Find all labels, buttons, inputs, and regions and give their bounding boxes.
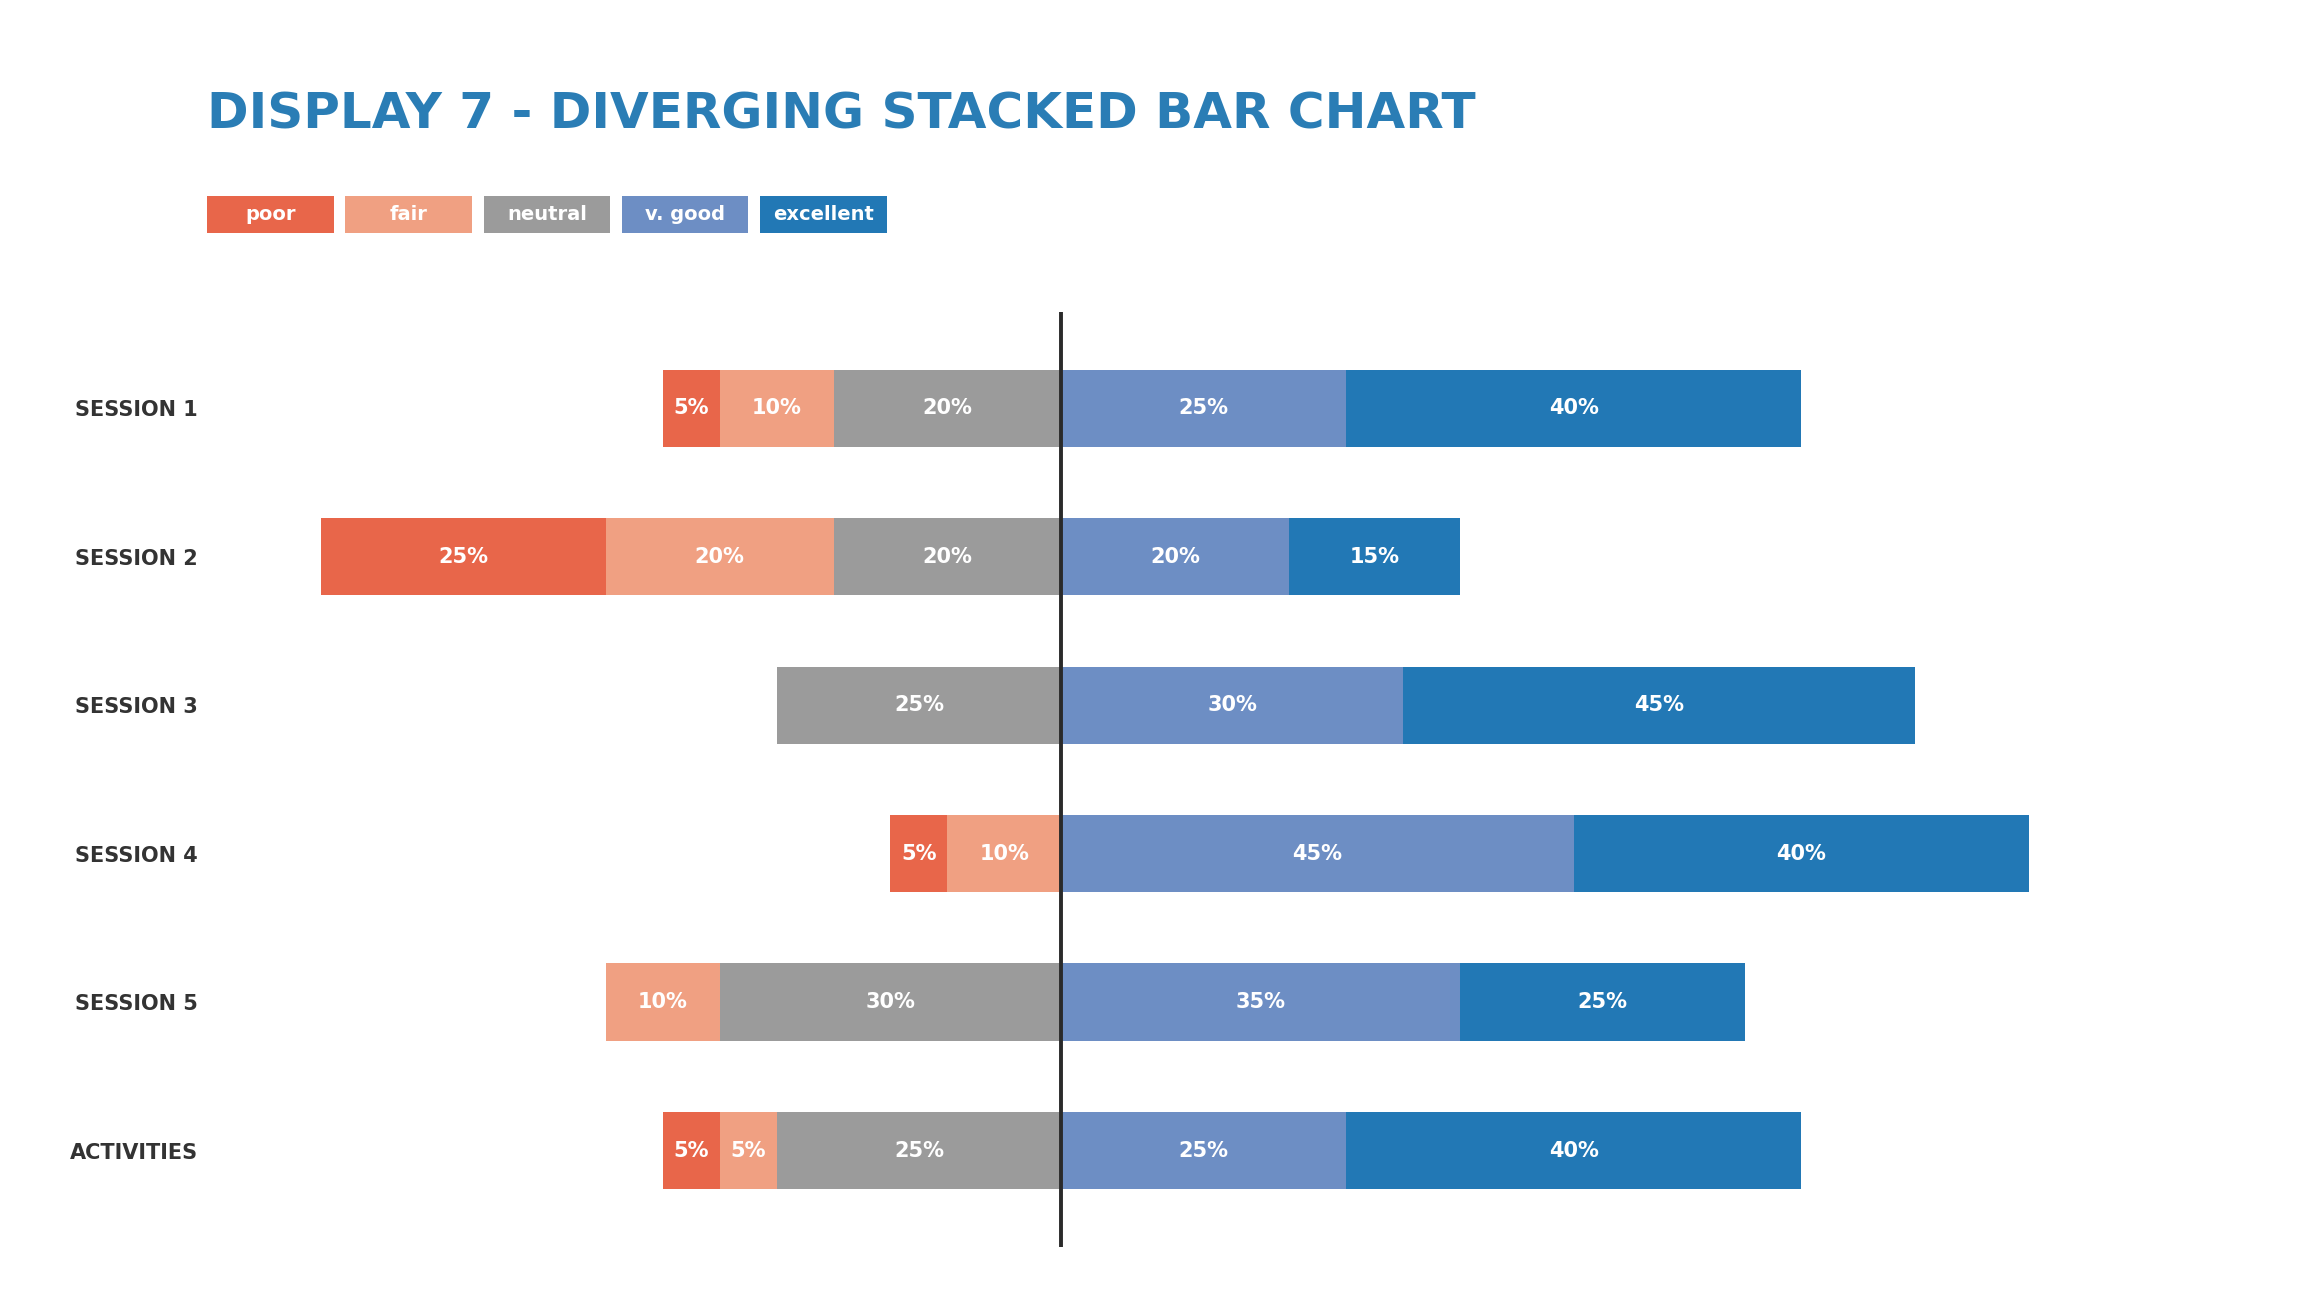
Bar	[1062, 814, 1573, 892]
Text: neutral: neutral	[507, 205, 587, 223]
Text: 10%: 10%	[638, 992, 689, 1012]
Text: 5%: 5%	[900, 843, 937, 864]
Bar	[663, 1112, 719, 1189]
Bar	[947, 814, 1062, 892]
Bar	[1460, 964, 1746, 1040]
Bar	[776, 1112, 1062, 1189]
Text: DISPLAY 7 - DIVERGING STACKED BAR CHART: DISPLAY 7 - DIVERGING STACKED BAR CHART	[207, 91, 1476, 139]
Text: 5%: 5%	[672, 399, 709, 418]
Bar	[719, 964, 1062, 1040]
Bar	[834, 370, 1062, 447]
Bar	[1403, 666, 1916, 744]
Text: excellent: excellent	[774, 205, 873, 223]
Text: 20%: 20%	[1149, 547, 1200, 566]
Text: 25%: 25%	[1578, 992, 1628, 1012]
Text: 35%: 35%	[1237, 992, 1285, 1012]
Text: 40%: 40%	[1550, 1141, 1598, 1160]
Bar	[719, 1112, 776, 1189]
Bar	[1062, 518, 1290, 595]
Text: 5%: 5%	[672, 1141, 709, 1160]
Bar	[1062, 1112, 1345, 1189]
Text: 30%: 30%	[1207, 695, 1257, 716]
Bar	[1345, 370, 1801, 447]
Bar	[1573, 814, 2029, 892]
Text: 20%: 20%	[696, 547, 744, 566]
Bar	[1062, 370, 1345, 447]
Bar	[834, 518, 1062, 595]
Text: 10%: 10%	[751, 399, 801, 418]
Bar	[1290, 518, 1460, 595]
Text: v. good: v. good	[645, 205, 725, 223]
Bar	[663, 370, 719, 447]
Bar	[1062, 964, 1460, 1040]
Text: 20%: 20%	[924, 547, 972, 566]
Bar	[606, 964, 719, 1040]
Text: fair: fair	[389, 205, 428, 223]
Text: 30%: 30%	[866, 992, 914, 1012]
Text: 10%: 10%	[979, 843, 1029, 864]
Text: 45%: 45%	[1635, 695, 1683, 716]
Text: 40%: 40%	[1550, 399, 1598, 418]
Text: poor: poor	[246, 205, 295, 223]
Bar	[606, 518, 834, 595]
Text: 25%: 25%	[438, 547, 488, 566]
Bar	[776, 666, 1062, 744]
Text: 20%: 20%	[924, 399, 972, 418]
Text: 25%: 25%	[1179, 1141, 1227, 1160]
Text: 15%: 15%	[1350, 547, 1400, 566]
Bar	[1345, 1112, 1801, 1189]
Text: 25%: 25%	[894, 695, 944, 716]
Text: 25%: 25%	[894, 1141, 944, 1160]
Bar	[891, 814, 947, 892]
Text: 25%: 25%	[1179, 399, 1227, 418]
Text: 40%: 40%	[1776, 843, 1826, 864]
Text: 5%: 5%	[730, 1141, 767, 1160]
Bar	[1062, 666, 1403, 744]
Bar	[320, 518, 606, 595]
Text: 45%: 45%	[1292, 843, 1343, 864]
Bar	[719, 370, 834, 447]
